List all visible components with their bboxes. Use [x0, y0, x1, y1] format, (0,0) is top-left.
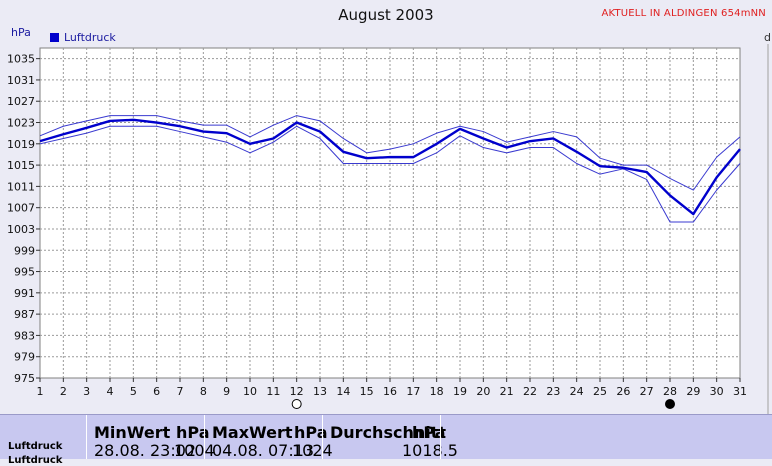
x-tick-label: 13	[313, 385, 327, 398]
x-tick-label: 20	[476, 385, 490, 398]
x-tick-label: 14	[336, 385, 350, 398]
new-moon-icon	[665, 399, 675, 409]
x-tick-label: 10	[243, 385, 257, 398]
x-tick-label: 6	[153, 385, 160, 398]
x-tick-label: 17	[406, 385, 420, 398]
x-tick-label: 11	[266, 385, 280, 398]
x-tick-label: 22	[523, 385, 537, 398]
x-tick-label: 29	[686, 385, 700, 398]
x-tick-label: 2	[60, 385, 67, 398]
right-corner-letter: d	[764, 31, 771, 44]
x-tick-label: 19	[453, 385, 467, 398]
y-tick-label: 991	[14, 287, 35, 300]
min-value: 1004	[174, 441, 215, 460]
min-time: 28.08. 23:02	[94, 441, 197, 460]
x-tick-label: 12	[290, 385, 304, 398]
x-tick-label: 15	[360, 385, 374, 398]
x-tick-label: 25	[593, 385, 607, 398]
y-tick-label: 995	[14, 266, 35, 279]
x-tick-label: 21	[500, 385, 514, 398]
x-tick-label: 28	[663, 385, 677, 398]
x-tick-label: 3	[83, 385, 90, 398]
x-tick-label: 30	[710, 385, 724, 398]
stats-separator	[322, 415, 323, 459]
y-tick-label: 1023	[7, 117, 35, 130]
x-tick-label: 26	[616, 385, 630, 398]
x-tick-label: 27	[640, 385, 654, 398]
stats-second-row-label: Luftdruck	[8, 455, 63, 466]
max-header: MaxWert	[212, 423, 293, 442]
y-tick-label: 1035	[7, 53, 35, 66]
x-tick-label: 16	[383, 385, 397, 398]
y-tick-label: 987	[14, 308, 35, 321]
x-tick-label: 24	[570, 385, 584, 398]
y-tick-label: 999	[14, 244, 35, 257]
max-unit-header: hPa	[294, 423, 328, 442]
avg-unit-header: hPa	[412, 423, 446, 442]
y-tick-label: 1015	[7, 159, 35, 172]
max-time: 04.08. 07:13	[212, 441, 315, 460]
y-tick-label: 1003	[7, 223, 35, 236]
stats-row-label: Luftdruck	[8, 441, 63, 452]
legend-label: Luftdruck	[64, 31, 116, 44]
avg-header: Durchschnitt	[330, 423, 447, 442]
y-tick-label: 1007	[7, 202, 35, 215]
chart-svg: 9759799839879919959991003100710111015101…	[7, 44, 769, 414]
series-line-mean	[39, 118, 741, 216]
x-tick-label: 4	[107, 385, 114, 398]
y-tick-label: 979	[14, 351, 35, 364]
stats-separator	[204, 415, 205, 459]
min-header: MinWert	[94, 423, 171, 442]
x-tick-label: 23	[546, 385, 560, 398]
stats-separator	[440, 415, 441, 459]
x-tick-label: 31	[733, 385, 747, 398]
legend-swatch	[50, 33, 59, 42]
min-unit-header: hPa	[176, 423, 210, 442]
series-line-max	[39, 115, 741, 191]
y-tick-label: 1031	[7, 74, 35, 87]
stats-table: Luftdruck MinWert hPa 28.08. 23:02 1004 …	[0, 414, 772, 466]
y-tick-label: 1019	[7, 138, 35, 151]
y-tick-label: 1011	[7, 180, 35, 193]
legend: Luftdruck	[50, 31, 116, 44]
y-axis-unit: hPa	[11, 26, 31, 39]
y-tick-label: 983	[14, 329, 35, 342]
full-moon-icon	[291, 399, 302, 409]
x-tick-label: 9	[223, 385, 230, 398]
y-tick-label: 975	[14, 372, 35, 385]
avg-value: 1018.5	[402, 441, 458, 460]
x-tick-label: 7	[177, 385, 184, 398]
location-note: AKTUELL IN ALDINGEN 654mNN	[601, 8, 766, 19]
chart-title: August 2003	[338, 6, 434, 24]
y-tick-label: 1027	[7, 95, 35, 108]
x-tick-label: 18	[430, 385, 444, 398]
max-value: 1024	[292, 441, 333, 460]
x-tick-label: 8	[200, 385, 207, 398]
stats-separator	[86, 415, 87, 459]
x-tick-label: 1	[37, 385, 44, 398]
x-tick-label: 5	[130, 385, 137, 398]
